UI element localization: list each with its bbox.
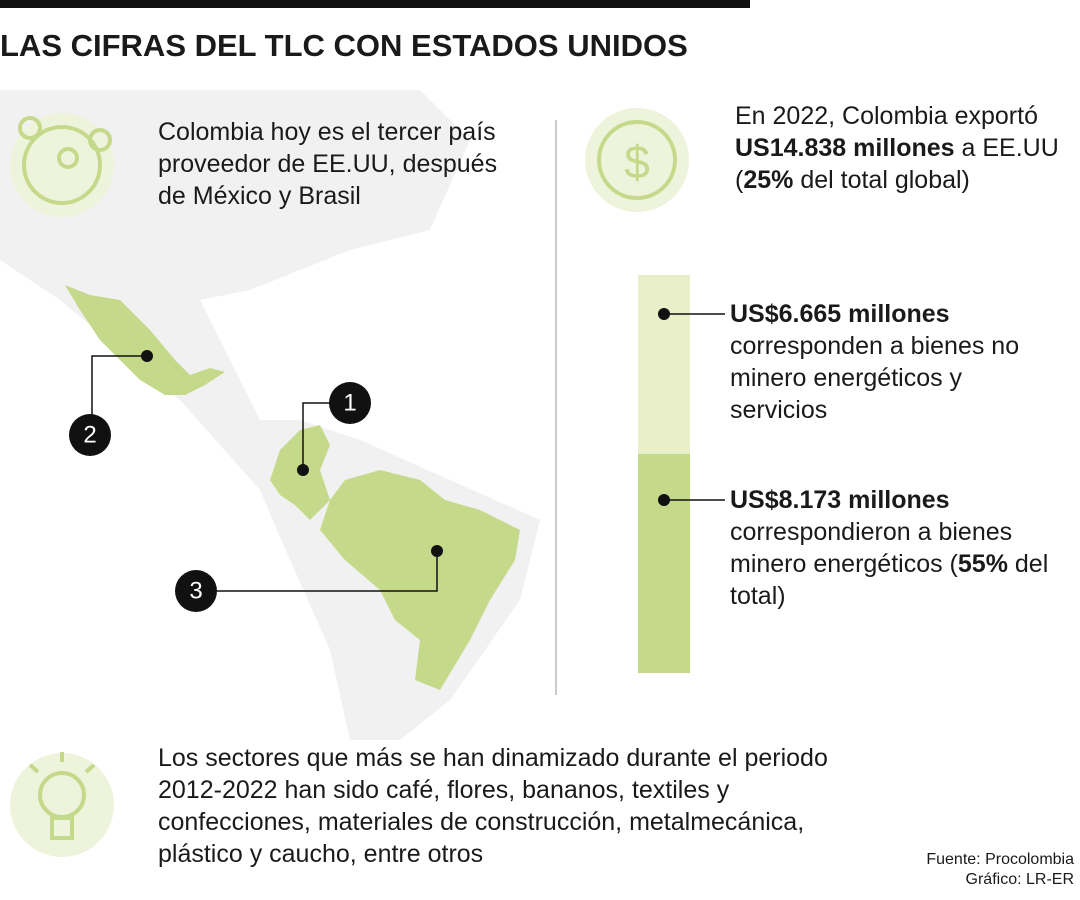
text: En 2022, Colombia exportó	[735, 102, 1038, 130]
text: a EE.UU (	[735, 134, 1059, 194]
svg-text:$: $	[624, 136, 650, 188]
credits: Fuente: Procolombia Gráfico: LR-ER	[926, 850, 1074, 890]
dollar-icon: $	[585, 108, 689, 212]
leader-line	[216, 551, 438, 592]
map-dot	[141, 350, 153, 362]
map-mexico	[65, 285, 225, 395]
bulb-icon	[10, 752, 114, 857]
marker-label: 2	[83, 422, 96, 449]
marker-label: 3	[189, 578, 202, 605]
bar-segment	[638, 453, 690, 673]
text: del total global)	[800, 166, 970, 194]
marker	[329, 382, 371, 424]
credit: Gráfico: LR-ER	[965, 871, 1074, 888]
title: LAS CIFRAS DEL TLC CON ESTADOS UNIDOS	[0, 28, 688, 63]
text: del total)	[730, 550, 1049, 610]
segment-note: US$8.173 millones correspondieron a biene…	[730, 484, 1070, 612]
marker-label: 1	[343, 390, 356, 417]
text: correspondieron a bienes minero energéti…	[730, 518, 1013, 578]
segment-label: US$8.173 millones	[730, 486, 950, 514]
sectors-fact: Los sectores que más se han dinamizado d…	[158, 744, 828, 868]
segment-note: US$6.665 millones corresponden a bienes n…	[730, 298, 1060, 426]
bar-dot	[658, 308, 670, 320]
marker	[175, 570, 217, 612]
source: Fuente: Procolombia	[926, 851, 1074, 868]
globe-icon	[10, 113, 114, 217]
map-dot	[297, 464, 309, 476]
export-fact: En 2022, Colombia exportó US14.838 millo…	[735, 100, 1065, 196]
bar-dot	[658, 494, 670, 506]
leader-line	[302, 402, 330, 470]
map-dot	[431, 545, 443, 557]
amount: US14.838 millones	[735, 134, 955, 162]
leader-line	[91, 355, 147, 415]
share: 25%	[743, 166, 794, 194]
bar-segment	[638, 275, 690, 454]
marker	[69, 414, 111, 456]
text: corresponden a bienes no minero energéti…	[730, 332, 1020, 424]
share: 55%	[957, 550, 1008, 578]
top-rule	[0, 0, 750, 8]
map-brazil	[320, 470, 520, 690]
supplier-fact: Colombia hoy es el tercer país proveedor…	[158, 118, 498, 210]
segment-label: US$6.665 millones	[730, 300, 950, 328]
